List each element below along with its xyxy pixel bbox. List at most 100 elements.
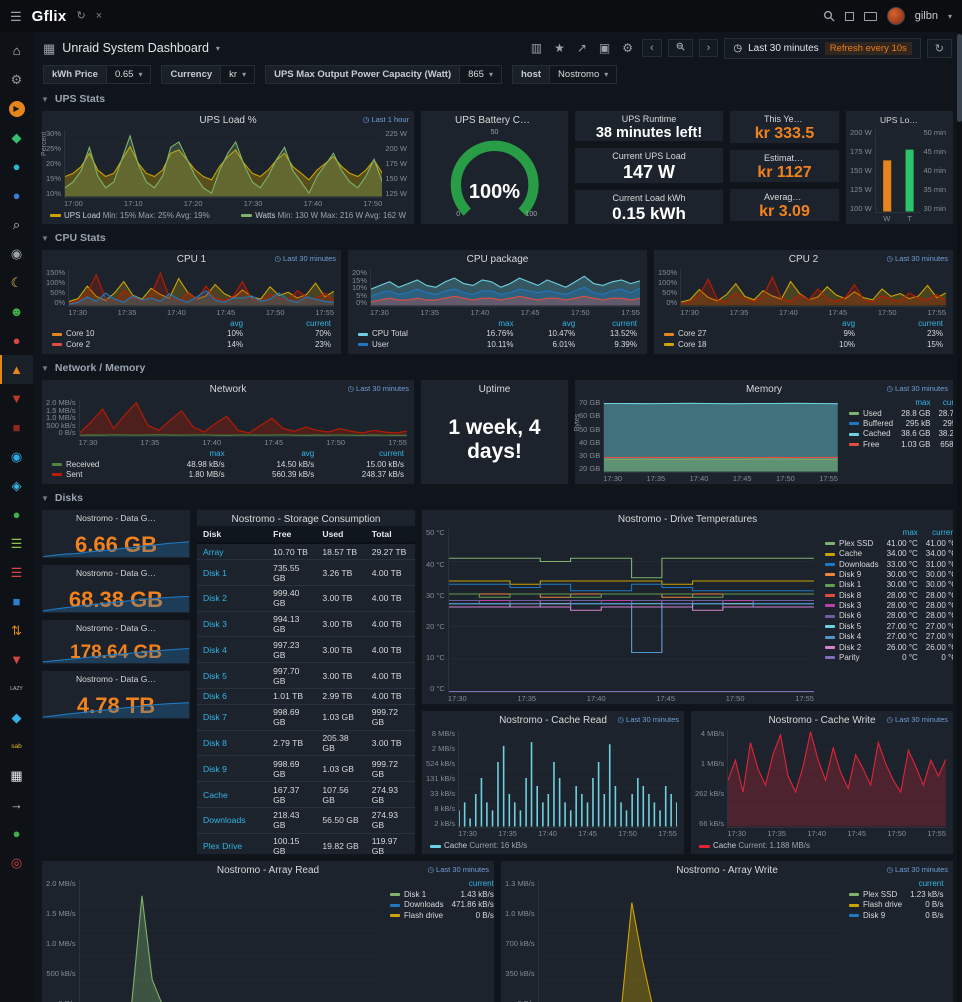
series-name[interactable]: Disk 1 — [386, 890, 448, 900]
series-name[interactable]: Disk 4 — [821, 632, 883, 642]
legend-series[interactable]: Watts Min: 130 W Max: 216 W Avg: 162 W — [241, 211, 406, 220]
column-header[interactable]: max — [902, 528, 918, 538]
legend-series[interactable]: UPS Load Min: 15% Max: 25% Avg: 19% — [50, 211, 210, 220]
legend-series[interactable]: Cache Current: 1.188 MB/s — [699, 841, 810, 850]
array-read-plot[interactable] — [78, 880, 379, 1002]
save-icon[interactable]: ▣ — [596, 39, 613, 57]
home-icon[interactable]: ⌂ — [12, 43, 21, 58]
red-circle-app-icon[interactable]: ● — [12, 333, 21, 348]
variable-kwh-price[interactable]: kWh Price 0.65 ▾ — [43, 65, 152, 84]
series-name[interactable]: Core 2 — [48, 340, 183, 350]
legend-series[interactable]: Cache Current: 16 kB/s — [430, 841, 527, 850]
series-name[interactable]: Core 10 — [48, 329, 183, 339]
add-panel-icon[interactable]: ▥ — [528, 39, 545, 57]
column-header[interactable]: max — [498, 319, 514, 328]
column-header[interactable]: max — [209, 449, 225, 459]
sab-text-app-icon[interactable]: sab — [11, 743, 22, 750]
row-disks[interactable]: ▼ Disks — [41, 490, 954, 504]
cpu-package-plot[interactable] — [370, 269, 640, 307]
cache-read-plot[interactable] — [458, 730, 677, 828]
star-icon[interactable]: ★ — [551, 39, 568, 57]
panel-title[interactable]: Current UPS Load — [612, 151, 686, 161]
panel-title[interactable]: Estimated Yearly Cost — [764, 153, 839, 163]
lazy-text-app-icon[interactable]: LAZY — [10, 685, 23, 692]
tv-mode-icon[interactable] — [863, 11, 877, 21]
column-header[interactable]: current — [918, 879, 944, 889]
column-header[interactable]: Disk — [197, 526, 268, 545]
orange-flame-app-icon[interactable]: ▲ — [0, 355, 33, 384]
panel-title[interactable]: UPS Load vs Time left — [880, 115, 953, 125]
panel-title[interactable]: UPS Load % — [199, 115, 257, 126]
series-name[interactable]: Disk 1 — [821, 580, 883, 590]
series-name[interactable]: Cache — [821, 549, 883, 559]
ups-load-plot[interactable] — [64, 130, 383, 198]
series-name[interactable]: Disk 5 — [821, 622, 883, 632]
panel-title[interactable]: Nostromo - Array Write — [676, 865, 778, 877]
series-name[interactable]: Disk 6 — [821, 611, 883, 621]
series-name[interactable]: Core 27 — [660, 329, 795, 339]
panel-title[interactable]: Average Daily Cost — [764, 192, 839, 202]
column-header[interactable]: Total — [365, 526, 415, 545]
cycle-dashboard-icon[interactable]: ↻ — [76, 9, 86, 22]
blue-circle-app-icon[interactable]: ● — [12, 188, 21, 203]
row-network-memory[interactable]: ▼ Network / Memory — [41, 360, 954, 374]
dark-red-box-app-icon[interactable]: ■ — [12, 420, 21, 435]
red-stripes-app-icon[interactable]: ☰ — [10, 564, 23, 580]
time-back-icon[interactable]: ‹ — [642, 39, 662, 57]
search-icon[interactable] — [823, 10, 835, 22]
blue-square-app-icon[interactable]: ■ — [12, 594, 21, 609]
column-header[interactable]: avg — [301, 449, 315, 459]
series-name[interactable]: Flash drive — [386, 911, 448, 921]
series-name[interactable]: Buffered — [845, 419, 897, 429]
series-name[interactable]: Disk 3 — [821, 601, 883, 611]
settings-gear-icon[interactable]: ⚙ — [10, 71, 23, 87]
time-forward-icon[interactable]: › — [698, 39, 719, 57]
column-header[interactable]: current — [468, 879, 494, 889]
temperatures-plot[interactable] — [447, 529, 814, 693]
series-name[interactable]: Disk 9 — [845, 911, 906, 921]
red-shield-app-icon[interactable]: ▼ — [10, 391, 23, 406]
building-app-icon[interactable]: ▦ — [10, 767, 23, 783]
column-header[interactable]: avg — [562, 319, 576, 328]
cache-write-plot[interactable] — [727, 730, 946, 828]
burger-app-icon[interactable]: ☰ — [10, 535, 23, 551]
series-name[interactable]: Core 18 — [660, 340, 795, 350]
column-header[interactable]: current — [306, 319, 331, 328]
column-header[interactable]: Used — [316, 526, 366, 545]
series-name[interactable]: Free — [845, 440, 897, 450]
panel-title[interactable]: CPU package — [466, 254, 529, 265]
variable-currency[interactable]: Currency kr ▾ — [161, 65, 256, 84]
search-icon[interactable]: ⌕ — [12, 216, 21, 232]
green-diamond-app-icon[interactable]: ◆ — [11, 129, 22, 145]
column-header[interactable]: current — [942, 398, 953, 408]
app-brand[interactable]: Gflix — [31, 7, 67, 25]
blue-eye-app-icon[interactable]: ◉ — [10, 448, 23, 464]
panel-title[interactable]: Nostromo - Data Growth This Year — [76, 674, 190, 685]
teal-circle-app-icon[interactable]: ● — [12, 159, 21, 174]
scrollbar-thumb[interactable] — [957, 34, 962, 122]
panel-title[interactable]: Nostromo - Data Growth This Month — [76, 623, 190, 634]
cpu2-plot[interactable] — [680, 269, 946, 307]
column-header[interactable]: Free — [267, 526, 317, 545]
share-icon[interactable]: ↗ — [574, 39, 590, 57]
series-name[interactable]: CPU Total — [354, 329, 456, 339]
plex-play-icon[interactable]: ▶ — [0, 94, 33, 123]
panel-title[interactable]: Nostromo - Storage Consumption — [231, 514, 381, 526]
series-name[interactable]: Parity — [821, 653, 883, 663]
red-down-arrow-app-icon[interactable]: ▼ — [10, 652, 23, 667]
series-name[interactable]: Downloads — [821, 560, 883, 570]
blue-swirl-app-icon[interactable]: ◈ — [11, 477, 22, 493]
row-cpu-stats[interactable]: ▼ CPU Stats — [41, 230, 954, 244]
panel-title[interactable]: UPS Runtime — [621, 114, 677, 124]
refresh-icon[interactable]: ↻ — [926, 38, 952, 58]
github-circle-app-icon[interactable]: ● — [12, 826, 21, 841]
series-name[interactable]: Flash drive — [845, 900, 906, 910]
settings-gear-icon[interactable]: ⚙ — [619, 39, 636, 57]
zoom-out-icon[interactable] — [667, 39, 693, 57]
network-plot[interactable] — [78, 399, 407, 437]
variable-host[interactable]: host Nostromo ▾ — [511, 65, 618, 84]
panel-title[interactable]: UPS Battery Charge — [455, 115, 546, 126]
column-header[interactable]: current — [918, 319, 943, 328]
column-header[interactable]: current — [612, 319, 637, 328]
series-name[interactable]: Used — [845, 409, 897, 419]
